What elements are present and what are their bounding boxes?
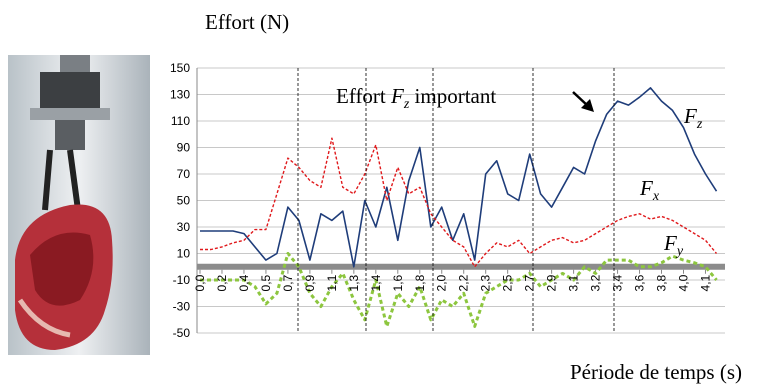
y-tick-label: -50 [173, 326, 191, 340]
x-tick-label: 4,1 [698, 274, 712, 291]
x-tick-label: 1,4 [369, 274, 383, 291]
annotation-text-after: important [415, 84, 497, 108]
y-tick-label: 90 [177, 141, 191, 155]
annotation-subscript: z [403, 97, 410, 112]
x-tick-label: 4,0 [676, 274, 690, 291]
series-label-subscript: y [675, 244, 684, 259]
series-line [200, 252, 718, 328]
x-tick-label: 3,2 [589, 274, 603, 291]
x-tick-label: 2,5 [501, 274, 515, 291]
x-tick-label: 3,6 [633, 274, 647, 291]
series-label: Fx [639, 176, 660, 204]
y-tick-label: 70 [177, 167, 191, 181]
plot [196, 67, 725, 334]
x-tick-label: 2,7 [523, 274, 537, 291]
x-tick-label: 0,9 [303, 274, 317, 291]
phase-lines [297, 68, 615, 333]
y-tick-label: 10 [177, 247, 191, 261]
x-tick-label: 0,2 [215, 274, 229, 291]
series-label-name: F [639, 176, 653, 200]
x-tick-label: 1,8 [413, 274, 427, 291]
y-tick-label: 30 [177, 220, 191, 234]
series-line [200, 137, 718, 268]
annotation-arrow [572, 91, 594, 112]
x-tick-label: 3,4 [611, 274, 625, 291]
x-tick-label: 1,1 [325, 274, 339, 291]
y-tick-label: -30 [173, 300, 191, 314]
series-label-name: F [663, 231, 677, 255]
x-tick-label: 2,0 [435, 274, 449, 291]
y-tick-label: 130 [170, 88, 190, 102]
x-tick-label: 1,6 [391, 274, 405, 291]
x-tick-label: 1,3 [347, 274, 361, 291]
x-tick-label: 2,9 [545, 274, 559, 291]
y-axis-label: Effort (N) [205, 10, 289, 34]
photo [8, 55, 150, 355]
x-tick-label: 0,0 [193, 274, 207, 291]
series-label-name: F [683, 104, 697, 128]
x-axis-label: Période de temps (s) [570, 360, 742, 384]
series-label: Fz [683, 104, 703, 132]
series-label-subscript: z [696, 117, 703, 132]
x-tick-label: 0,7 [281, 274, 295, 291]
x-tick-label: 2,3 [479, 274, 493, 291]
series-line [200, 87, 718, 268]
x-tick-label: 0,5 [259, 274, 273, 291]
y-tick-label: 110 [171, 114, 190, 128]
y-tick-label: -10 [173, 273, 191, 287]
annotation: Effort Fz important [336, 84, 496, 113]
annotation-symbol: F [390, 84, 404, 108]
x-tick-label: 3,8 [655, 274, 669, 291]
y-tick-label: 50 [177, 194, 191, 208]
y-tick-label: 150 [170, 61, 190, 75]
annotation-text: Effort [336, 84, 386, 108]
x-tick-label: 2,2 [457, 274, 471, 291]
x-tick-label: 0,4 [237, 274, 251, 291]
series-label-subscript: x [652, 189, 660, 204]
series-label: Fy [663, 231, 684, 259]
x-tick-label: 3,1 [567, 274, 581, 291]
